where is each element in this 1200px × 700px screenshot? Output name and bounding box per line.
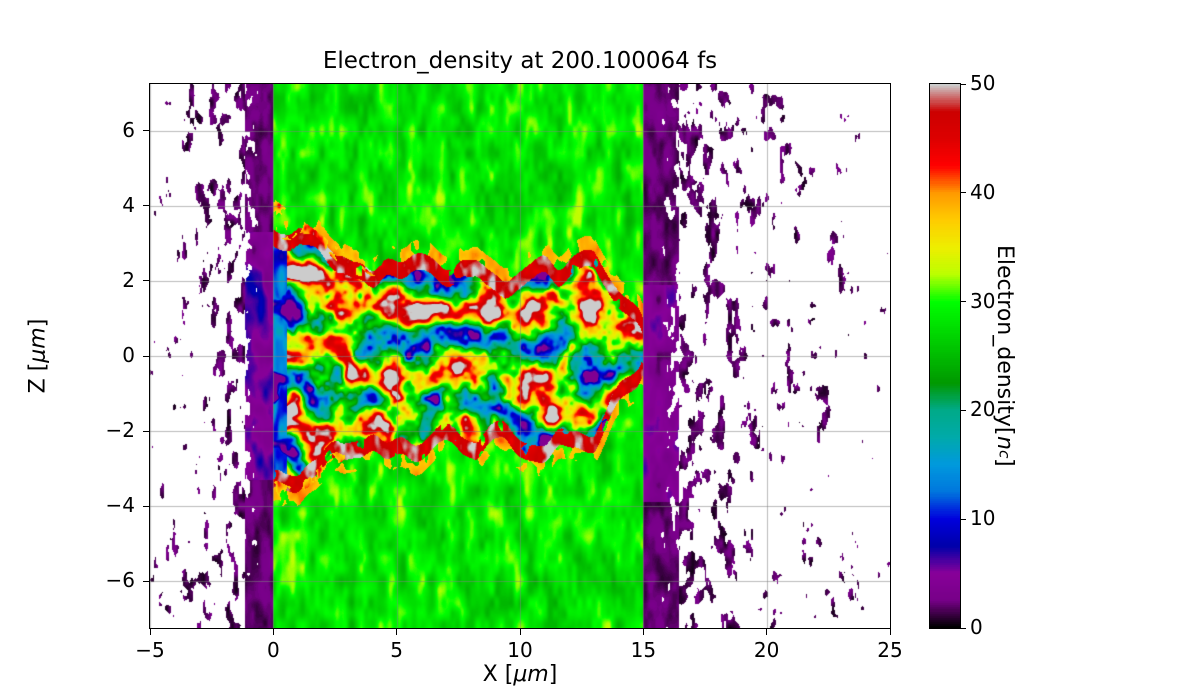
y-tick-label: −4 [105, 493, 135, 518]
x-axis-label-pre: X [ [482, 662, 514, 687]
y-tick-mark [143, 280, 149, 282]
y-axis-label-post: ] [25, 318, 51, 328]
x-tick-mark [766, 629, 768, 635]
heatmap-canvas [150, 84, 890, 628]
y-tick-label: −2 [105, 418, 135, 443]
x-tick-label: 5 [390, 638, 404, 662]
x-tick-mark [149, 629, 151, 635]
y-tick-mark [143, 130, 149, 132]
colorbar-tick-label: 0 [970, 615, 983, 639]
colorbar-tick-mark [961, 83, 966, 85]
y-tick-label: 2 [122, 267, 135, 292]
y-axis-label: Z [μm] [26, 319, 51, 394]
y-tick-label: 0 [122, 343, 135, 367]
x-axis-label-post: ] [548, 662, 558, 687]
colorbar-tick-label: 10 [970, 506, 996, 531]
x-tick-label: −5 [135, 638, 165, 662]
x-tick-mark [642, 629, 644, 635]
colorbar-tick-label: 50 [970, 71, 996, 95]
x-tick-label: 0 [266, 638, 280, 662]
x-axis-label-unit: μm [513, 662, 549, 687]
x-tick-label: 20 [753, 638, 780, 662]
colorbar-tick-mark [961, 518, 966, 520]
colorbar-tick-mark [961, 627, 966, 629]
chart-title: Electron_density at 200.100064 fs [322, 48, 718, 74]
colorbar-label-var: n [992, 435, 1017, 450]
x-tick-label: 15 [630, 638, 657, 662]
colorbar-tick-mark [961, 301, 966, 303]
x-tick-mark [519, 629, 521, 635]
x-tick-label: 10 [507, 638, 533, 662]
colorbar-canvas [930, 84, 960, 628]
colorbar-tick-label: 30 [970, 288, 996, 313]
y-tick-mark [143, 505, 149, 507]
colorbar [929, 83, 961, 629]
y-tick-label: 4 [122, 192, 135, 217]
colorbar-label: Electron_density[n c] [992, 84, 1017, 628]
colorbar-tick-mark [961, 192, 966, 194]
y-axis-label-pre: Z [ [25, 362, 51, 394]
colorbar-label-post: ] [992, 458, 1017, 467]
y-axis-label-unit: μm [25, 327, 51, 363]
y-tick-mark [143, 430, 149, 432]
x-tick-mark [889, 629, 891, 635]
colorbar-tick-label: 40 [970, 179, 996, 204]
y-tick-mark [143, 205, 149, 207]
x-axis-label: X [μm] [150, 662, 890, 687]
y-tick-mark [143, 355, 149, 357]
x-tick-label: 25 [877, 638, 903, 662]
plot-area [149, 83, 891, 629]
y-tick-mark [143, 580, 149, 582]
y-tick-label: −6 [105, 568, 135, 593]
x-tick-mark [396, 629, 398, 635]
x-tick-mark [272, 629, 274, 635]
colorbar-tick-mark [961, 409, 966, 411]
colorbar-label-sub: c [995, 449, 1014, 459]
colorbar-tick-label: 20 [970, 397, 996, 422]
colorbar-label-pre: Electron_density[ [992, 245, 1017, 436]
y-tick-label: 6 [122, 117, 135, 142]
